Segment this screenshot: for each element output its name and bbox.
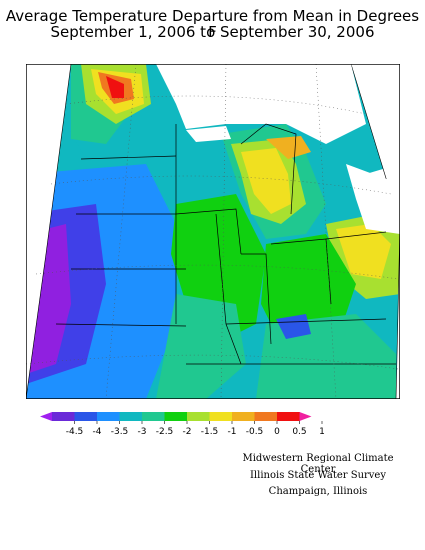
legend-color-bar xyxy=(40,412,312,421)
border-michigan xyxy=(240,123,297,215)
border-ks-ok xyxy=(55,323,187,327)
warm-region-michigan xyxy=(266,136,311,159)
graticule-meridian-1 xyxy=(105,64,137,399)
legend-swatch xyxy=(277,412,300,421)
legend-swatch xyxy=(209,412,233,421)
legend-swatch xyxy=(142,412,165,421)
legend-swatch xyxy=(187,412,210,421)
legend-tick-label: -1 xyxy=(228,427,237,437)
normal-region-east xyxy=(336,224,391,279)
legend-swatch xyxy=(232,412,255,421)
legend-tick-label: -2.5 xyxy=(156,427,174,437)
credit-line1: Midwestern Regional Climate Center xyxy=(242,453,394,475)
legend-tick-label: -3.5 xyxy=(111,427,129,437)
border-oh-north xyxy=(325,231,387,240)
map-frame xyxy=(26,64,400,399)
credit-line3: Champaign, Illinois xyxy=(268,486,368,497)
graticule-line-2 xyxy=(50,175,392,195)
temperature-departure-map xyxy=(26,64,400,399)
map-boundary xyxy=(26,64,400,399)
color-legend: -4.5 -4 -3.5 -3 -2.5 -2 -1.5 -1 -0.5 0 0.5 1 xyxy=(40,412,325,437)
legend-tick-label: -4 xyxy=(93,427,102,437)
legend-swatch xyxy=(254,412,278,421)
legend-swatch xyxy=(97,412,120,421)
state-borders xyxy=(55,123,396,365)
legend-tick-label: -1.5 xyxy=(201,427,219,437)
legend-tick-label: -4.5 xyxy=(66,427,84,437)
lake-superior xyxy=(186,126,231,142)
border-ia-mn xyxy=(175,208,242,255)
legend-tick-label: -3 xyxy=(138,427,147,437)
legend-arrow-right xyxy=(299,412,312,421)
legend-tick-label: -0.5 xyxy=(246,427,264,437)
legend-swatch xyxy=(52,412,75,421)
border-il-in xyxy=(241,253,272,345)
graticule-line-1 xyxy=(65,95,367,115)
map-title-line2: September 1, 2006 to September 30, 2006 xyxy=(50,23,375,41)
cold-spot-kentucky xyxy=(276,314,311,339)
legend-tick-labels: -4.5 -4 -3.5 -3 -2.5 -2 -1.5 -1 -0.5 0 0.5 1 xyxy=(66,421,325,437)
border-ky-tn xyxy=(225,318,387,325)
border-nd-sd xyxy=(80,155,177,160)
legend-tick-label: -2 xyxy=(183,427,192,437)
legend-tick-label: 0.5 xyxy=(292,427,306,437)
graticule xyxy=(26,64,399,399)
legend-swatch xyxy=(164,412,188,421)
normal-region-michigan xyxy=(241,148,291,214)
canada-region xyxy=(156,64,366,144)
legend-swatch xyxy=(74,412,98,421)
graticule-line-4 xyxy=(26,354,399,370)
legend-swatch xyxy=(119,412,143,421)
legend-tick-label: 0 xyxy=(274,427,280,437)
legend-tick-label: 1 xyxy=(319,427,325,437)
legend-arrow-left xyxy=(40,412,52,421)
mild-region-south xyxy=(156,294,246,399)
graticule-line-3 xyxy=(35,264,399,280)
credit-line2: Illinois State Water Survey xyxy=(249,470,386,481)
map-title-line1: Average Temperature Departure from Mean … xyxy=(5,7,420,41)
hot-region-north xyxy=(106,76,124,98)
ontario-region xyxy=(346,164,400,234)
